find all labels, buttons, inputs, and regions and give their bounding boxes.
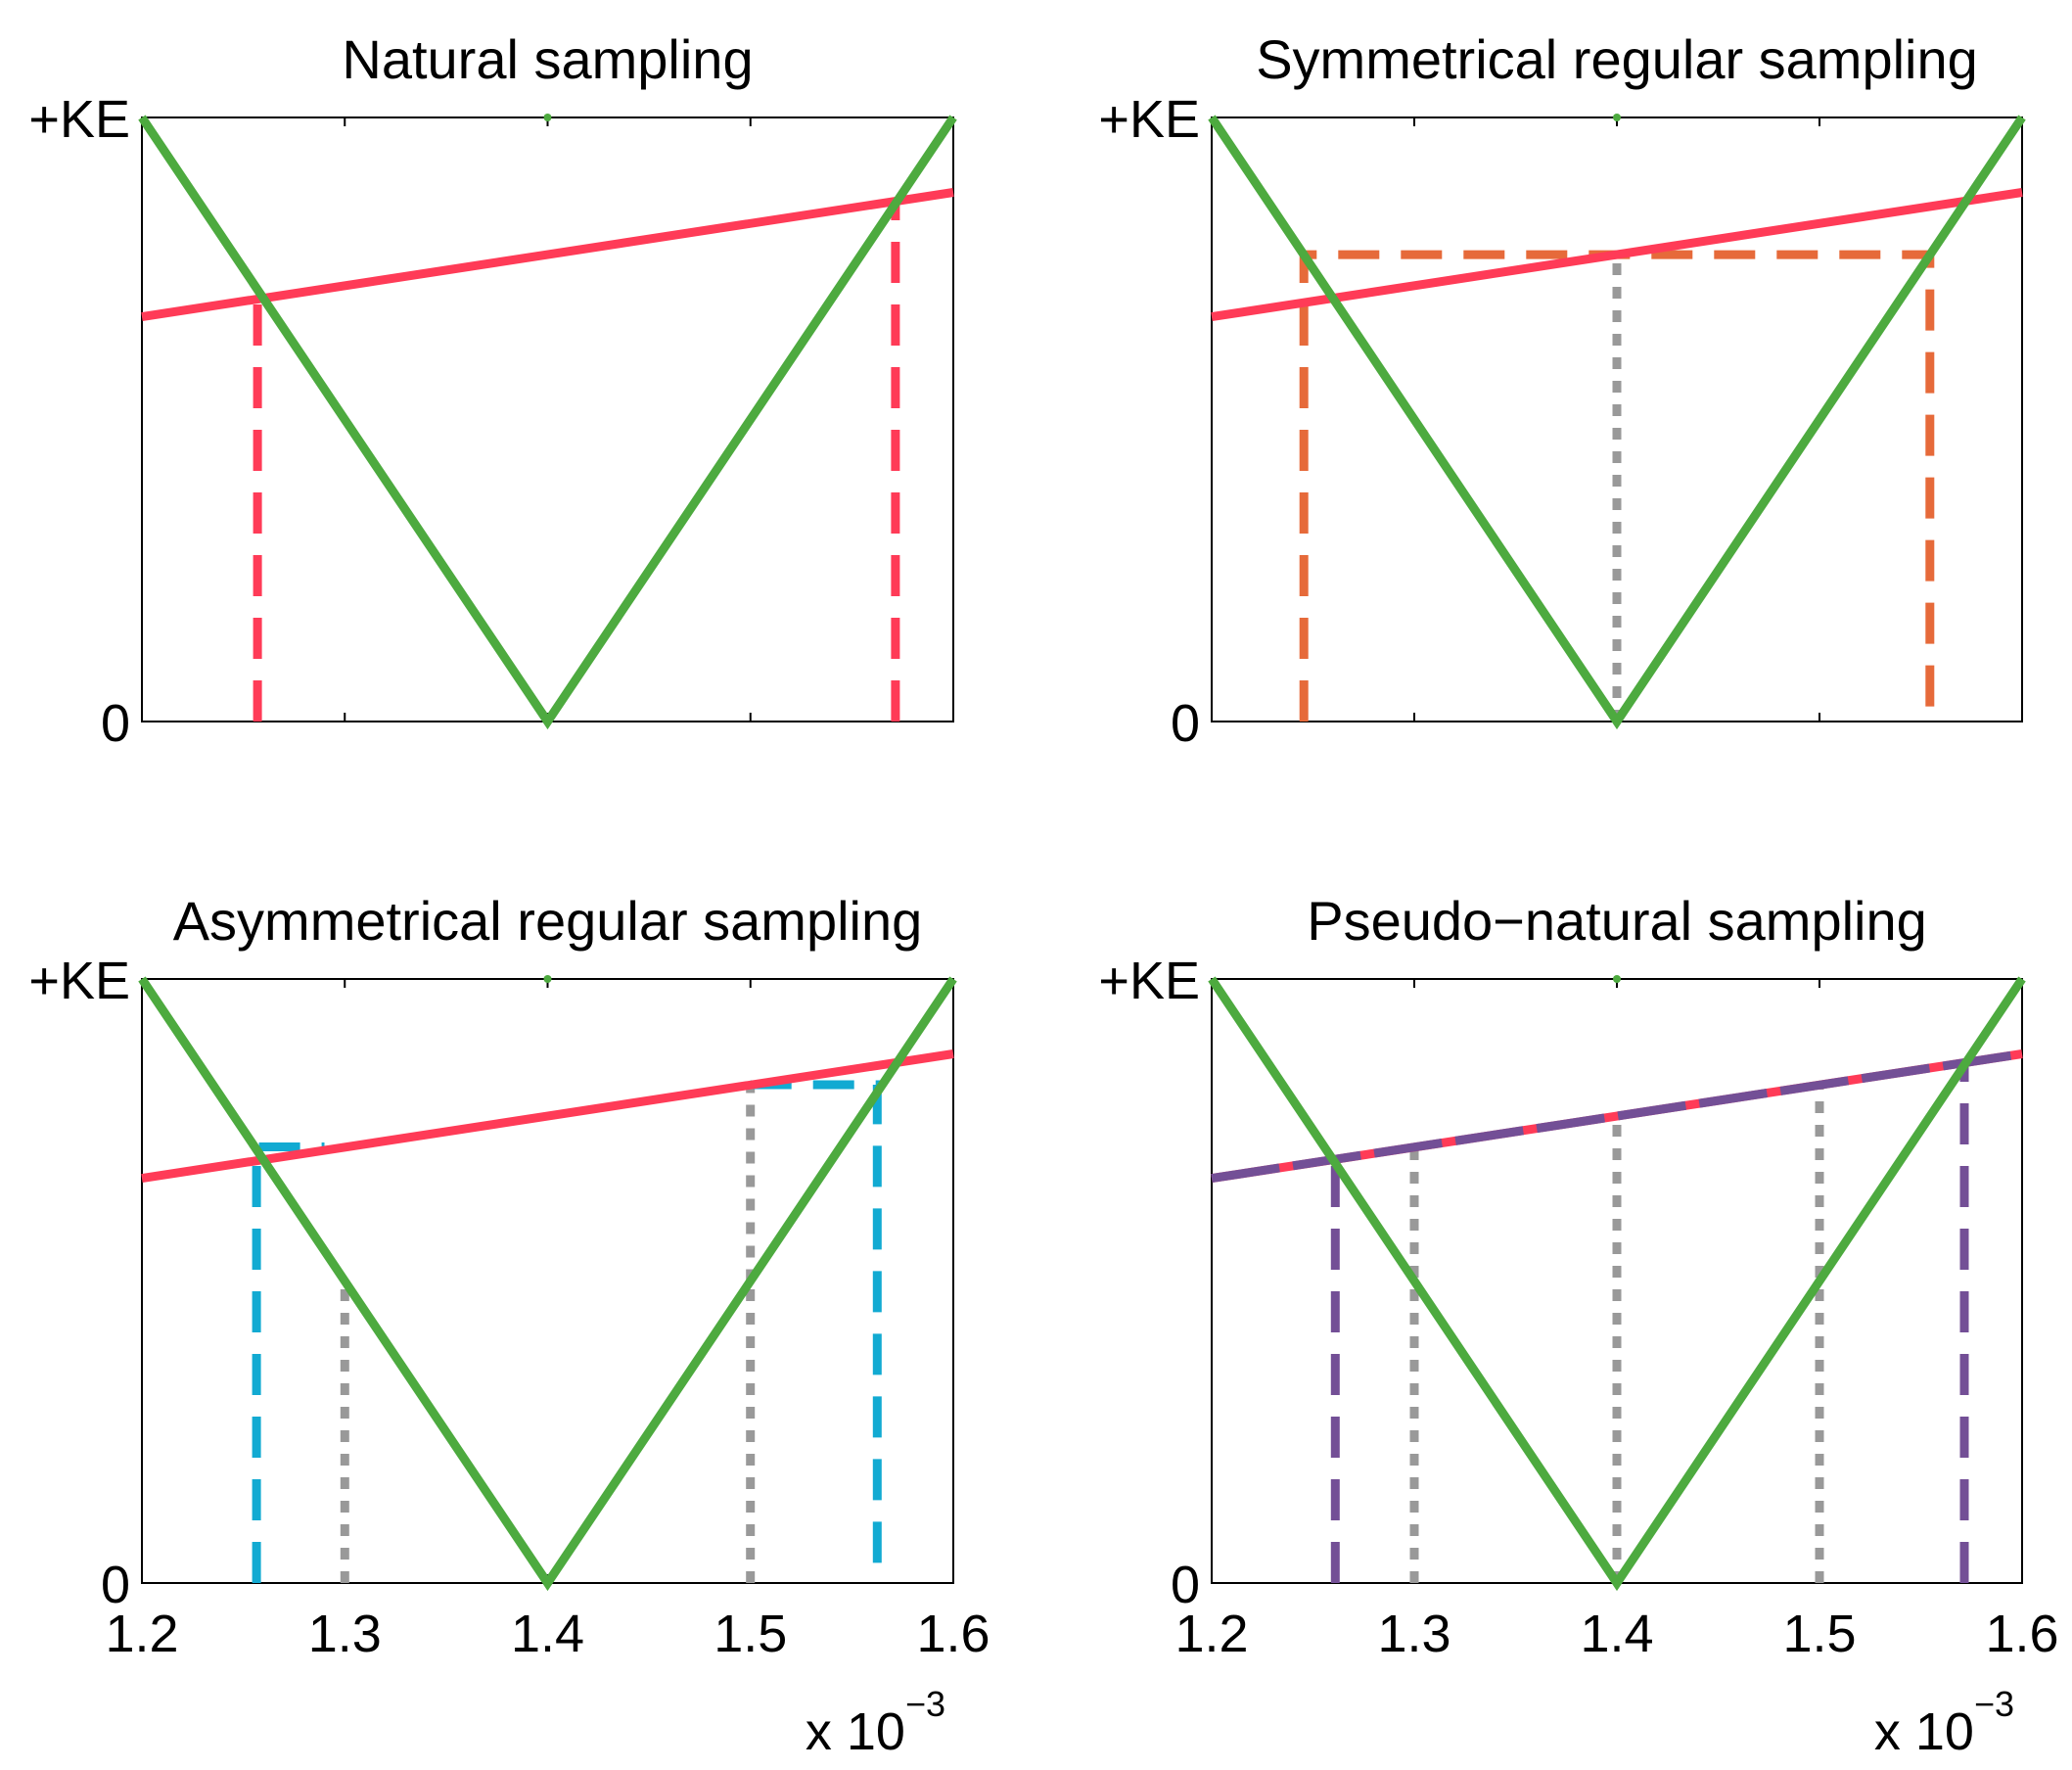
y-tick-label-zero: 0 (1171, 694, 1200, 753)
sample-line (1299, 250, 1935, 722)
panel-title: Natural sampling (342, 28, 753, 90)
y-tick-label-zero: 0 (101, 1556, 130, 1614)
reference-line (1211, 188, 2023, 322)
panel-4: Pseudo−natural sampling 1.2 1.3 1.4 1.5 1.6 +K… (1098, 890, 2058, 1761)
panel-title: Symmetrical regular sampling (1256, 28, 1978, 90)
carrier-line (1208, 115, 2026, 730)
carrier-marker (1613, 975, 1621, 983)
x-tick-label: 1.6 (916, 1605, 990, 1663)
x-tick-label: 1.2 (105, 1605, 178, 1663)
panel-title: Pseudo−natural sampling (1307, 890, 1927, 952)
x-tick-label: 1.4 (1580, 1605, 1653, 1663)
reference-line (141, 1049, 954, 1184)
x-scale-label: x 10−3 (806, 1684, 945, 1761)
x-scale-label: x 10−3 (1874, 1684, 2014, 1761)
x-tick-label: 1.2 (1174, 1605, 1248, 1663)
x-tick-label: 1.5 (714, 1605, 787, 1663)
carrier-line (138, 115, 957, 730)
panel-3: Asymmetrical regular sampling 1.2 1.3 1.4 1.… (28, 890, 990, 1761)
x-tick-label: 1.5 (1782, 1605, 1856, 1663)
carrier-marker (543, 114, 552, 121)
carrier-line (138, 976, 957, 1592)
carrier-marker (543, 975, 552, 983)
x-tick-label: 1.6 (1985, 1605, 2058, 1663)
reference-line (141, 188, 954, 322)
sample-line (252, 1142, 325, 1583)
y-tick-label-top: +KE (1098, 952, 1200, 1010)
panel-2: Symmetrical regular sampling +KE 0 (1098, 28, 2026, 753)
y-tick-label-zero: 0 (101, 694, 130, 753)
x-tick-label: 1.4 (511, 1605, 584, 1663)
y-tick-label-zero: 0 (1171, 1556, 1200, 1614)
y-tick-label-top: +KE (1098, 90, 1200, 149)
sample-line (750, 1080, 882, 1583)
y-tick-label-top: +KE (28, 90, 130, 149)
carrier-marker (1613, 114, 1621, 121)
x-tick-label: 1.3 (308, 1605, 382, 1663)
panel-title: Asymmetrical regular sampling (173, 890, 923, 952)
panel-1: Natural sampling +KE 0 (28, 28, 957, 753)
y-tick-label-top: +KE (28, 952, 130, 1010)
x-tick-label: 1.3 (1377, 1605, 1450, 1663)
pseudo-reference-line (1211, 1049, 2023, 1184)
carrier-line (1208, 976, 2026, 1592)
